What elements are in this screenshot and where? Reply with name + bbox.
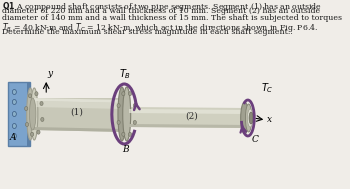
Text: $\mathbf{Q1}$ A compound shaft consists of two pipe segments. Segment (1) has an: $\mathbf{Q1}$ A compound shaft consists … xyxy=(2,0,322,13)
Circle shape xyxy=(128,92,132,96)
Ellipse shape xyxy=(123,87,131,141)
Circle shape xyxy=(28,94,32,98)
Circle shape xyxy=(122,132,125,136)
Ellipse shape xyxy=(31,88,38,140)
Text: x: x xyxy=(267,115,272,125)
Text: $T_C$: $T_C$ xyxy=(261,81,274,95)
Ellipse shape xyxy=(29,98,36,130)
Circle shape xyxy=(35,92,38,96)
Circle shape xyxy=(12,99,16,105)
Circle shape xyxy=(26,122,29,126)
Ellipse shape xyxy=(247,109,253,127)
Circle shape xyxy=(40,101,43,105)
Polygon shape xyxy=(33,98,126,132)
Polygon shape xyxy=(33,101,126,109)
Ellipse shape xyxy=(245,104,252,132)
Text: Determine the maximum shear stress magnitude in each shaft segment..: Determine the maximum shear stress magni… xyxy=(2,28,293,36)
Ellipse shape xyxy=(241,102,248,134)
Text: (1): (1) xyxy=(70,108,83,116)
Bar xyxy=(8,82,30,146)
Text: A: A xyxy=(9,133,16,142)
Polygon shape xyxy=(33,127,126,132)
Ellipse shape xyxy=(249,112,253,124)
Bar xyxy=(27,82,30,146)
Text: B: B xyxy=(122,145,128,154)
Circle shape xyxy=(37,130,40,134)
Ellipse shape xyxy=(27,88,34,140)
Circle shape xyxy=(41,117,44,122)
Ellipse shape xyxy=(118,87,126,141)
Circle shape xyxy=(12,112,16,116)
Circle shape xyxy=(12,123,16,129)
Text: $T_B$ = 40 kN-m and $T_C$ = 12 kN-m, which act in the directions shown in Fig. P: $T_B$ = 40 kN-m and $T_C$ = 12 kN-m, whi… xyxy=(2,21,318,34)
Text: (2): (2) xyxy=(186,112,198,121)
Polygon shape xyxy=(129,109,247,114)
Circle shape xyxy=(12,133,16,139)
Circle shape xyxy=(12,90,16,94)
Text: C: C xyxy=(252,135,259,144)
Circle shape xyxy=(25,107,28,111)
Text: diameter of 220 mm and a wall thickness of 10 mm. Segment (2) has an outside: diameter of 220 mm and a wall thickness … xyxy=(2,7,321,15)
Circle shape xyxy=(133,120,136,124)
Polygon shape xyxy=(33,98,126,103)
Polygon shape xyxy=(129,107,247,128)
Text: $T_B$: $T_B$ xyxy=(119,67,131,81)
Text: diameter of 140 mm and a wall thickness of 15 mm. The shaft is subjected to torq: diameter of 140 mm and a wall thickness … xyxy=(2,14,342,22)
Circle shape xyxy=(117,104,120,108)
Polygon shape xyxy=(129,124,247,128)
Text: y: y xyxy=(47,69,52,78)
Circle shape xyxy=(30,132,34,136)
Circle shape xyxy=(122,92,125,96)
Circle shape xyxy=(117,120,120,124)
Circle shape xyxy=(128,132,132,136)
Circle shape xyxy=(133,104,136,108)
